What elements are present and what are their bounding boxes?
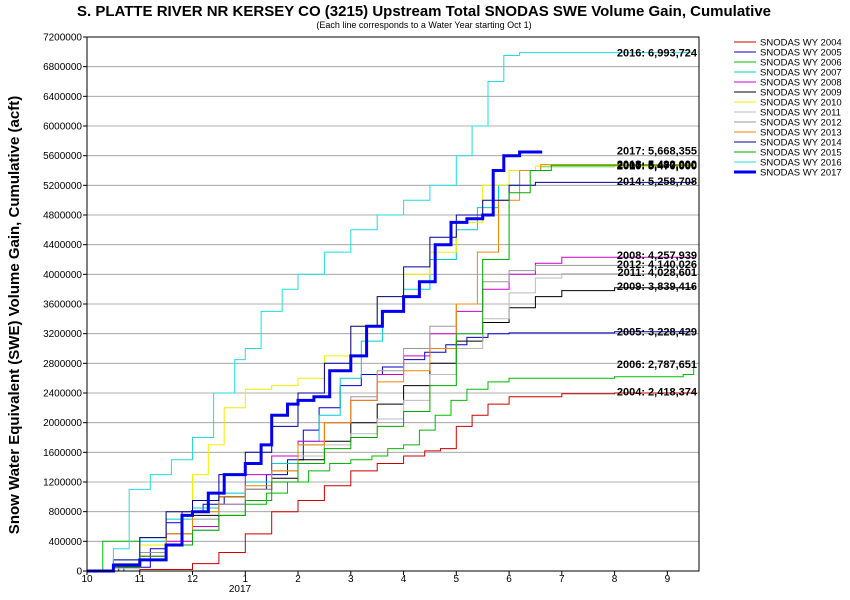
y-tick-label: 1200000 <box>43 478 82 489</box>
y-tick-label: 2800000 <box>43 359 82 370</box>
y-tick-label: 800000 <box>49 507 83 518</box>
end-label-4: 2008: 4,257,939 <box>617 250 697 262</box>
legend-entry: SNODAS WY 2013 <box>760 128 842 139</box>
series-line-4 <box>87 255 695 572</box>
x-tick-label: 4 <box>401 574 407 585</box>
y-tick-label: 6800000 <box>43 62 82 73</box>
end-label-11: 2015: 5,480,000 <box>617 160 697 172</box>
series-line-12 <box>87 52 695 572</box>
x-tick-label: 6 <box>506 574 512 585</box>
end-label-7: 2011: 4,028,601 <box>617 267 697 279</box>
y-tick-label: 7200000 <box>43 33 82 44</box>
y-tick-label: 5600000 <box>43 151 82 162</box>
x-tick-label: 1 <box>242 574 248 585</box>
series-line-5 <box>87 286 695 572</box>
legend-entry: SNODAS WY 2014 <box>760 138 842 149</box>
x-tick-label: 11 <box>135 574 146 585</box>
x-tick-label: 10 <box>81 574 93 585</box>
legend-entry: SNODAS WY 2007 <box>760 68 842 79</box>
series-line-3 <box>87 164 695 572</box>
end-labels: 2004: 2,418,374 2005: 3,228,429 2006: 2,78… <box>617 47 698 398</box>
y-tick-label: 6000000 <box>43 122 82 133</box>
series-line-0 <box>87 391 695 572</box>
legend-entry: SNODAS WY 2005 <box>760 48 842 59</box>
y-tick-label: 5200000 <box>43 181 82 192</box>
end-label-0: 2004: 2,418,374 <box>617 387 698 399</box>
y-tick-label: 1600000 <box>43 448 82 459</box>
y-tick-label: 4800000 <box>43 211 82 222</box>
grid-layer <box>87 36 699 572</box>
legend-entry: SNODAS WY 2015 <box>760 148 842 159</box>
y-tick-label: 2400000 <box>43 389 82 400</box>
legend-entry: SNODAS WY 2017 <box>760 168 842 179</box>
x-tick-label: 9 <box>665 574 671 585</box>
x-tick-label: 8 <box>612 574 618 585</box>
chart-subtitle: (Each line corresponds to a Water Year s… <box>316 20 531 30</box>
y-tick-label: 4400000 <box>43 240 82 251</box>
legend-entry: SNODAS WY 2004 <box>760 38 842 49</box>
series-line-10 <box>87 181 695 572</box>
series-line-9 <box>87 163 695 572</box>
legend-entry: SNODAS WY 2008 <box>760 78 842 89</box>
x-year-label: 2017 <box>229 584 252 595</box>
legend-entry: SNODAS WY 2006 <box>760 58 842 69</box>
series-line-11 <box>87 164 695 572</box>
legend-entry: SNODAS WY 2010 <box>760 98 842 109</box>
series-line-2 <box>87 364 695 572</box>
series-line-13 <box>87 150 543 573</box>
y-tick-label: 3600000 <box>43 300 82 311</box>
y-tick-label: 0 <box>76 567 82 578</box>
legend-entry: SNODAS WY 2012 <box>760 118 842 129</box>
y-tick-labels: 0 400000 800000 1200000 1600000 2000000 240000… <box>43 33 87 578</box>
end-label-3: 2007: 5,477,000 <box>617 160 697 172</box>
end-label-9: 2013: 5,490,000 <box>617 159 697 171</box>
legend-entry: SNODAS WY 2009 <box>760 88 842 99</box>
y-tick-label: 6400000 <box>43 92 82 103</box>
y-tick-label: 2000000 <box>43 418 82 429</box>
end-label-5: 2009: 3,839,416 <box>617 281 697 293</box>
series-line-6 <box>87 165 695 572</box>
series-line-1 <box>87 331 695 572</box>
chart-title: S. PLATTE RIVER NR KERSEY CO (3215) Upst… <box>77 3 771 20</box>
end-label-12: 2016: 6,993,724 <box>617 47 698 59</box>
y-tick-label: 400000 <box>49 537 83 548</box>
y-tick-label: 4000000 <box>43 270 82 281</box>
end-label-1: 2005: 3,228,429 <box>617 327 697 339</box>
end-label-10: 2014: 5,258,708 <box>617 176 697 188</box>
y-tick-label: 3200000 <box>43 329 82 340</box>
x-tick-label: 2 <box>295 574 301 585</box>
x-tick-labels: 10 11 12 1 2 3 4 5 6 7 8 9 <box>81 571 671 585</box>
x-tick-label: 7 <box>559 574 565 585</box>
end-label-8: 2012: 4,140,026 <box>617 259 697 271</box>
legend-entry: SNODAS WY 2011 <box>760 108 841 119</box>
end-label-2: 2006: 2,787,651 <box>617 359 697 371</box>
legend-entry: SNODAS WY 2016 <box>760 158 842 169</box>
series-line-7 <box>87 272 695 572</box>
series-layer <box>87 52 695 573</box>
end-label-6: 2010: 5,470,000 <box>617 160 697 172</box>
end-label-13: 2017: 5,668,355 <box>617 146 697 158</box>
x-tick-label: 5 <box>454 574 460 585</box>
x-tick-label: 3 <box>348 574 354 585</box>
x-tick-label: 12 <box>187 574 199 585</box>
y-axis-label: Snow Water Equivalent (SWE) Volume Gain,… <box>6 96 23 534</box>
